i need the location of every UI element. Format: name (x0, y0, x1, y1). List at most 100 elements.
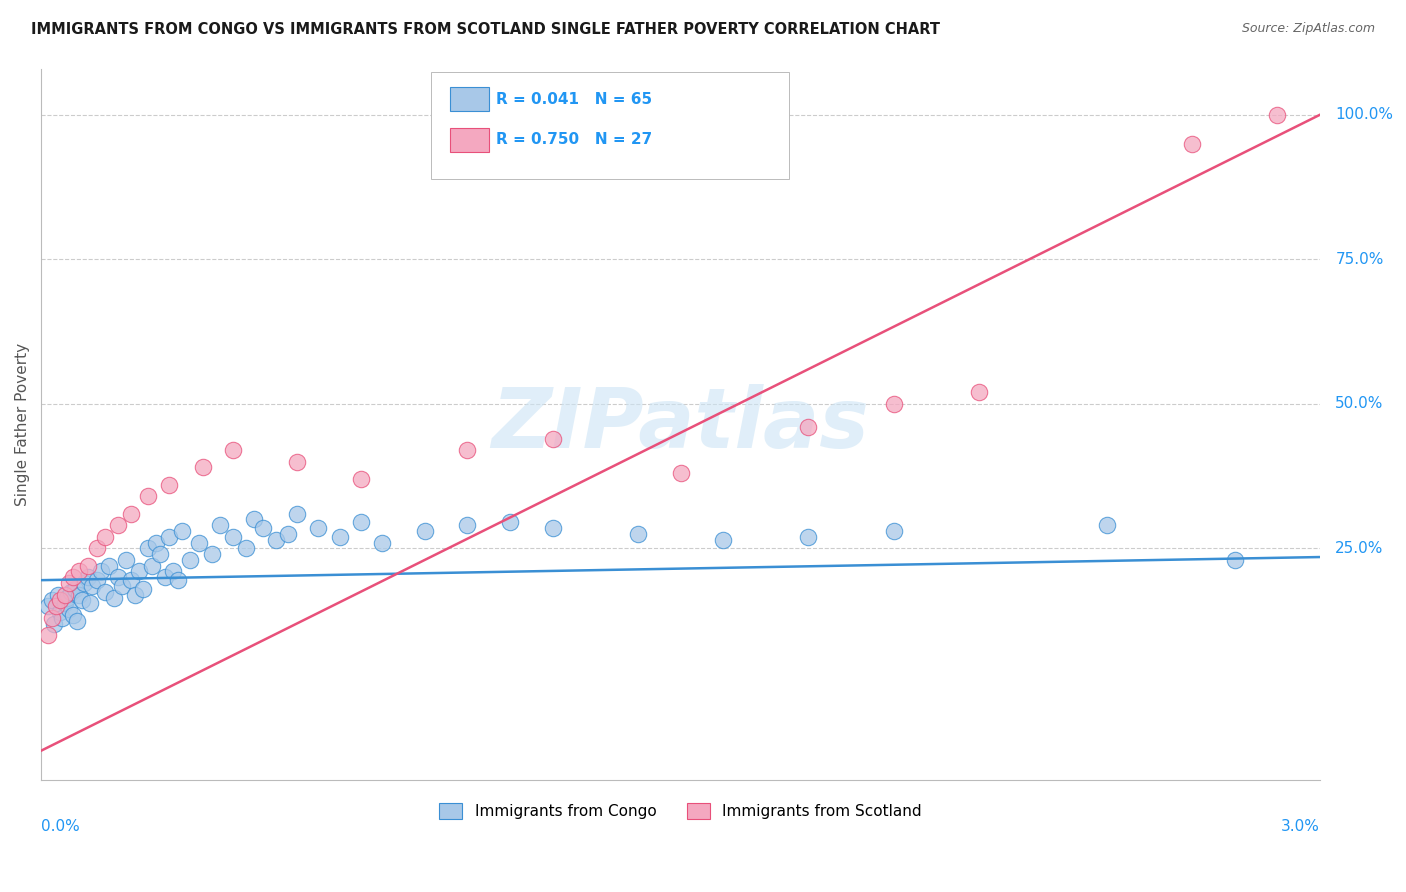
Point (328, 530, 350, 544)
Point (58, 602, 80, 616)
Point (69, 565, 91, 579)
Point (141, 558, 163, 573)
Point (124, 588, 146, 602)
Point (55, 591, 77, 605)
Point (62, 570, 84, 584)
Point (49, 605, 72, 619)
Point (63, 582, 86, 596)
Point (243, 512, 266, 526)
Point (49, 593, 72, 607)
Text: 0.0%: 0.0% (41, 819, 80, 834)
Point (157, 477, 180, 491)
Point (86, 541, 108, 556)
Point (111, 579, 134, 593)
Point (115, 553, 138, 567)
Text: ZIPatlas: ZIPatlas (492, 384, 869, 465)
Point (73, 576, 96, 591)
Point (350, 516, 373, 530)
Point (86, 573, 108, 587)
Text: Source: ZipAtlas.com: Source: ZipAtlas.com (1241, 22, 1375, 36)
Text: R = 0.750   N = 27: R = 0.750 N = 27 (496, 132, 652, 147)
Point (90, 565, 112, 579)
Point (42, 616, 65, 631)
FancyBboxPatch shape (432, 72, 789, 178)
Point (264, 533, 287, 547)
Point (201, 547, 224, 561)
Point (45, 599, 67, 614)
Point (120, 507, 142, 521)
Point (107, 518, 129, 533)
Point (166, 573, 188, 587)
Legend: Immigrants from Congo, Immigrants from Scotland: Immigrants from Congo, Immigrants from S… (433, 797, 928, 825)
Point (153, 570, 176, 584)
Point (41, 611, 63, 625)
Point (456, 518, 478, 533)
Point (136, 541, 159, 556)
Point (103, 591, 125, 605)
Point (967, 385, 990, 400)
Point (883, 397, 905, 411)
Point (307, 521, 329, 535)
Point (94, 530, 117, 544)
Point (371, 535, 394, 549)
Point (285, 455, 308, 469)
Point (120, 573, 142, 587)
Point (350, 472, 373, 486)
Point (191, 460, 214, 475)
Point (669, 467, 692, 481)
Text: 25.0%: 25.0% (1336, 541, 1384, 556)
Point (1265, 108, 1288, 122)
Point (128, 565, 150, 579)
Point (1095, 518, 1118, 533)
Point (170, 524, 193, 538)
Point (711, 533, 734, 547)
Point (79, 596, 101, 610)
Point (883, 524, 905, 538)
Point (285, 507, 308, 521)
Point (59, 584, 82, 599)
Point (62, 607, 84, 622)
Point (157, 530, 180, 544)
Point (132, 582, 155, 596)
Point (145, 535, 167, 549)
FancyBboxPatch shape (450, 87, 489, 112)
Point (499, 516, 522, 530)
Point (94, 584, 117, 599)
Point (797, 420, 820, 434)
Point (187, 535, 209, 549)
Point (46, 588, 69, 602)
Point (179, 553, 201, 567)
Point (136, 489, 159, 503)
Point (456, 443, 478, 458)
Point (37, 628, 59, 642)
Y-axis label: Single Father Poverty: Single Father Poverty (15, 343, 30, 506)
Point (222, 443, 245, 458)
Point (69, 588, 91, 602)
Point (222, 530, 245, 544)
Text: 75.0%: 75.0% (1336, 252, 1384, 267)
Point (37, 599, 59, 614)
Point (162, 565, 184, 579)
Text: 50.0%: 50.0% (1336, 396, 1384, 411)
Point (77, 558, 100, 573)
Point (41, 593, 63, 607)
Point (413, 524, 436, 538)
Point (58, 576, 80, 591)
FancyBboxPatch shape (450, 128, 489, 152)
Point (252, 521, 274, 535)
Point (1181, 136, 1204, 151)
Point (209, 518, 232, 533)
Text: IMMIGRANTS FROM CONGO VS IMMIGRANTS FROM SCOTLAND SINGLE FATHER POVERTY CORRELAT: IMMIGRANTS FROM CONGO VS IMMIGRANTS FROM… (31, 22, 941, 37)
Point (541, 521, 564, 535)
Point (70, 593, 93, 607)
Point (149, 547, 172, 561)
Point (82, 579, 104, 593)
Point (98, 558, 121, 573)
Point (51, 611, 73, 625)
Point (627, 527, 650, 541)
Point (107, 570, 129, 584)
Point (235, 541, 257, 556)
Point (797, 530, 820, 544)
Point (541, 432, 564, 446)
Point (53, 588, 76, 602)
